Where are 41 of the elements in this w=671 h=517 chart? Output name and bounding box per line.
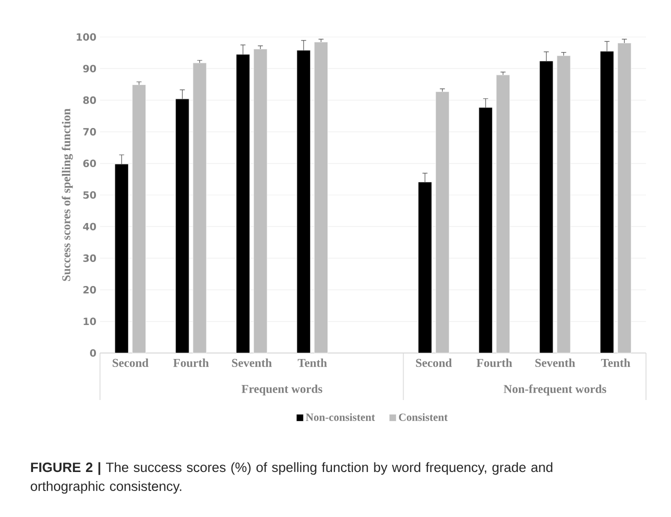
bar bbox=[600, 51, 614, 354]
y-tick-label: 100 bbox=[76, 33, 96, 41]
bar bbox=[236, 54, 250, 354]
x-tick-label: Tenth bbox=[601, 358, 630, 367]
x-tick-label: Tenth bbox=[298, 358, 327, 367]
x-tick-label: Fourth bbox=[476, 358, 512, 367]
bar bbox=[296, 50, 311, 354]
bar bbox=[539, 60, 554, 354]
bar bbox=[175, 98, 190, 354]
legend-label: Consistent bbox=[398, 413, 448, 421]
y-tick-label: 80 bbox=[83, 96, 96, 104]
y-tick-label: 50 bbox=[83, 191, 96, 199]
y-tick-label: 60 bbox=[83, 160, 96, 168]
x-tick-label: Fourth bbox=[173, 358, 209, 367]
bar bbox=[114, 164, 129, 354]
y-tick-label: 30 bbox=[83, 254, 96, 262]
bar bbox=[192, 62, 207, 354]
bar bbox=[478, 107, 493, 354]
text: Frequent words bbox=[242, 384, 322, 396]
y-tick-label: 70 bbox=[83, 128, 96, 136]
x-tick-label: Second bbox=[416, 358, 452, 367]
y-tick-label: 90 bbox=[83, 64, 96, 72]
bar bbox=[418, 182, 432, 354]
text: Non-frequent words bbox=[504, 384, 606, 396]
x-tick-label: Seventh bbox=[535, 358, 576, 367]
y-tick-label: 0 bbox=[90, 349, 96, 357]
y-tick-label: 20 bbox=[83, 286, 96, 294]
x-tick-label: Second bbox=[112, 358, 148, 367]
bar bbox=[496, 74, 510, 354]
bar bbox=[435, 91, 450, 354]
bar bbox=[253, 48, 268, 354]
bar bbox=[314, 42, 328, 354]
x-tick-label: Seventh bbox=[232, 358, 272, 367]
legend-label: Non-consistent bbox=[306, 413, 375, 421]
bar bbox=[556, 55, 571, 354]
bar bbox=[132, 84, 146, 354]
bar bbox=[617, 42, 632, 354]
y-tick-label: 10 bbox=[84, 318, 96, 326]
text: FIGURE 2 | The success scores (%) of spelling function by word frequency, grade and orthographic consistency. bbox=[30, 462, 552, 494]
y-axis-title: Success scores of spelling function bbox=[62, 108, 73, 281]
y-tick-label: 40 bbox=[83, 222, 96, 230]
